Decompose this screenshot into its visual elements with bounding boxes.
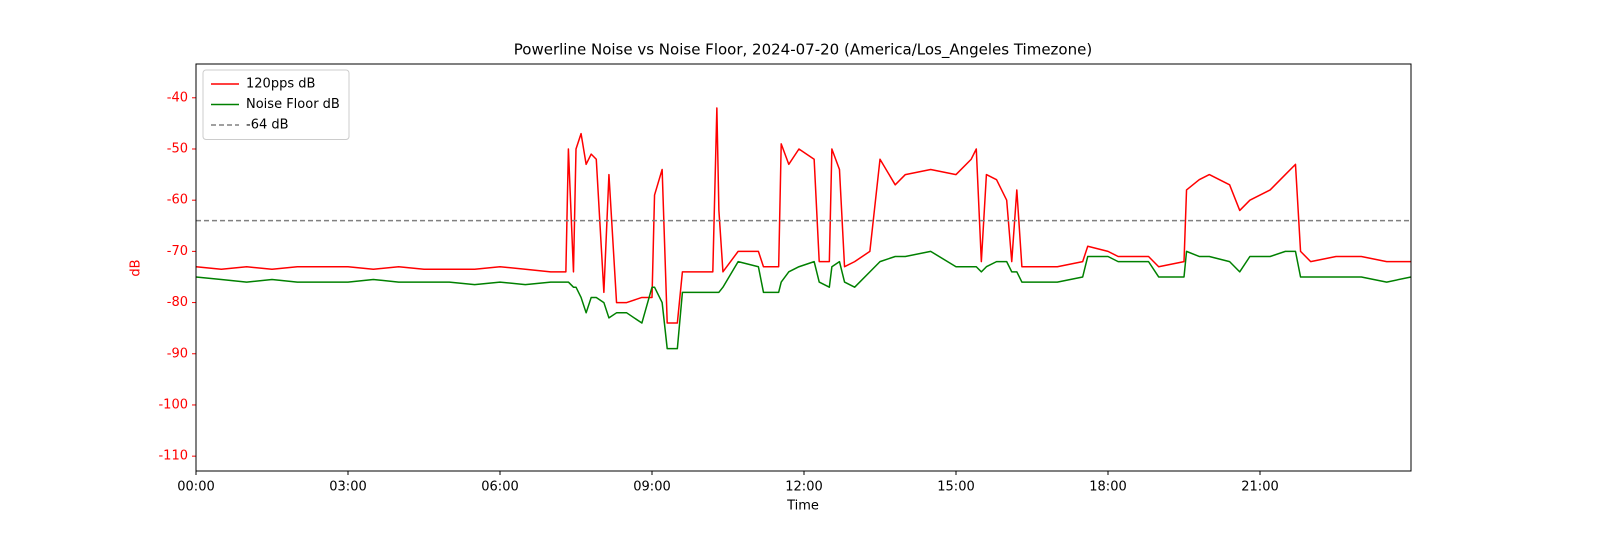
y-tick-label: -100 bbox=[158, 397, 188, 412]
plot-frame bbox=[195, 63, 1412, 472]
legend-label: -64 dB bbox=[246, 118, 289, 133]
legend-label: Noise Floor dB bbox=[246, 97, 340, 112]
data-line bbox=[195, 107, 1411, 324]
y-tick-label: -40 bbox=[167, 90, 188, 105]
x-tick-label: 18:00 bbox=[1089, 480, 1126, 495]
y-tick-label: -110 bbox=[158, 449, 188, 464]
y-tick-label: -70 bbox=[167, 244, 188, 259]
x-axis-label: Time bbox=[786, 499, 819, 514]
x-tick-label: 06:00 bbox=[481, 480, 518, 495]
x-tick-label: 15:00 bbox=[937, 480, 974, 495]
y-axis-label: dB bbox=[129, 259, 144, 276]
y-tick-label: -80 bbox=[167, 295, 188, 310]
legend-box bbox=[202, 69, 350, 140]
x-tick-label: 21:00 bbox=[1241, 480, 1278, 495]
y-tick-label: -60 bbox=[167, 193, 188, 208]
data-line bbox=[195, 250, 1412, 350]
y-tick-label: -50 bbox=[167, 141, 188, 156]
x-tick-label: 00:00 bbox=[177, 480, 214, 495]
x-tick-label: 09:00 bbox=[633, 480, 670, 495]
chart-title: Powerline Noise vs Noise Floor, 2024-07-… bbox=[514, 41, 1092, 60]
legend-label: 120pps dB bbox=[246, 77, 315, 92]
y-tick-label: -90 bbox=[167, 346, 188, 361]
x-tick-label: 03:00 bbox=[329, 480, 366, 495]
x-tick-label: 12:00 bbox=[785, 480, 822, 495]
